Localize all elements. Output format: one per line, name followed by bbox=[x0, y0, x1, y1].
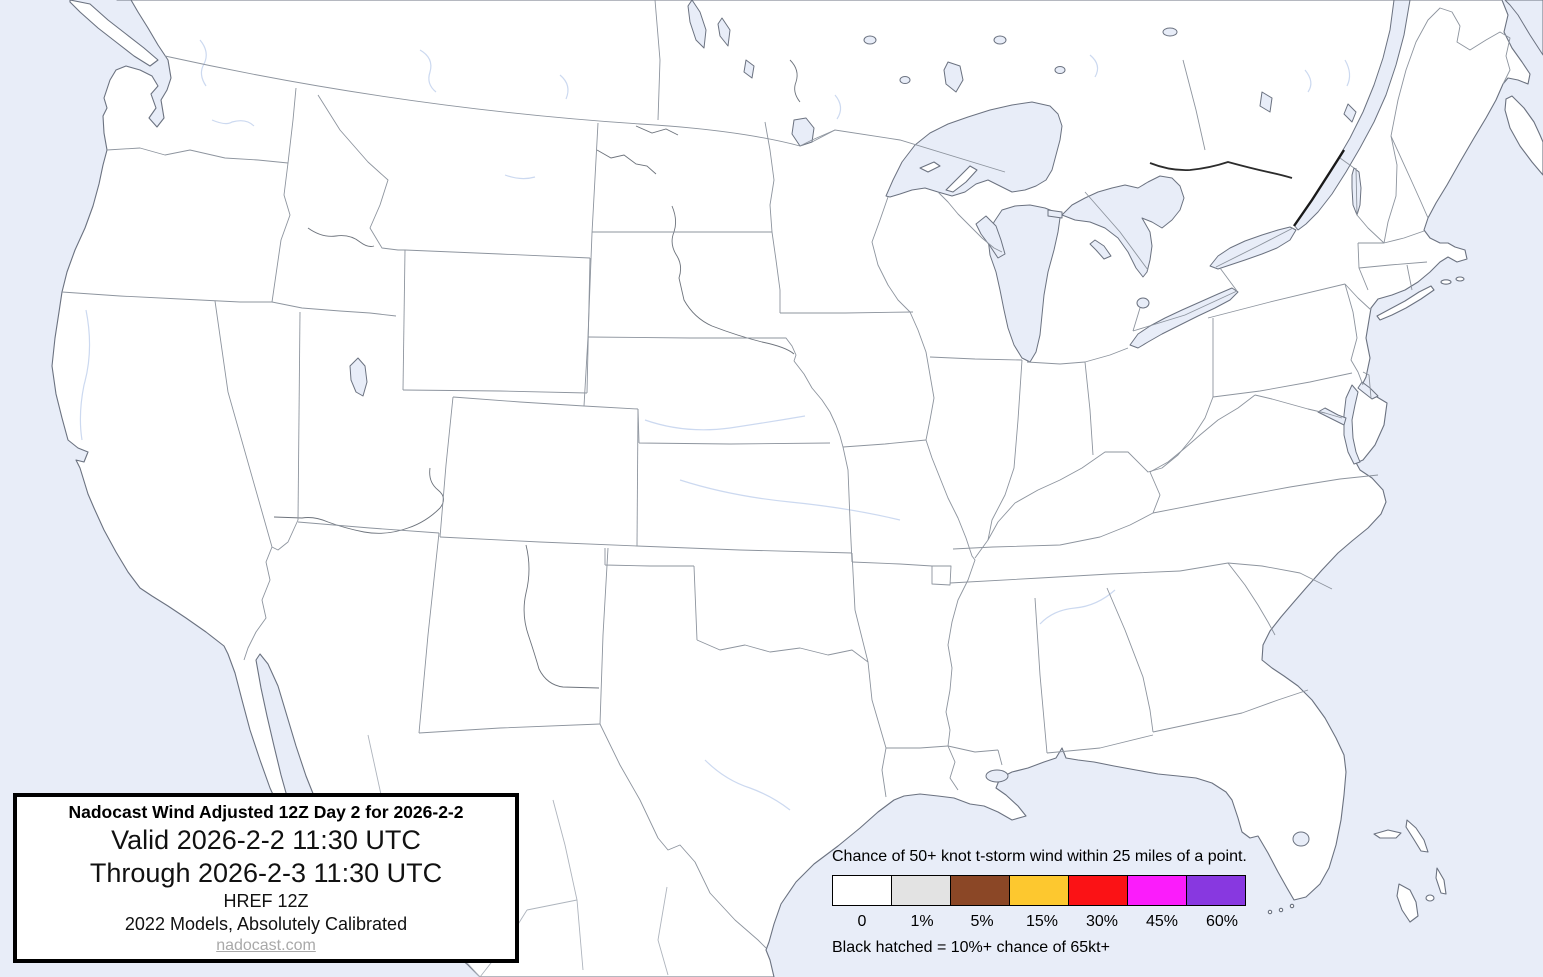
isle-royale bbox=[919, 161, 941, 173]
chesapeake-bay bbox=[1343, 384, 1361, 465]
legend-label-45%: 45% bbox=[1145, 913, 1179, 930]
rio-grande-border bbox=[599, 723, 767, 949]
legend-swatch-1% bbox=[891, 875, 951, 906]
nadocast-link[interactable]: nadocast.com bbox=[216, 936, 316, 954]
legend-label-0: 0 bbox=[857, 913, 867, 930]
bahamas bbox=[1267, 276, 1465, 923]
forecast-title-box: Nadocast Wind Adjusted 12Z Day 2 for 202… bbox=[13, 793, 519, 963]
keweenaw-peninsula bbox=[945, 165, 978, 193]
legend-label-row: 0 1% 5% 15% 30% 45% 60% bbox=[832, 913, 1252, 931]
state-borders bbox=[61, 0, 1511, 798]
legend-label-15%: 15% bbox=[1025, 913, 1059, 930]
forecast-title: Nadocast Wind Adjusted 12Z Day 2 for 202… bbox=[68, 801, 464, 822]
straits-of-mackinac bbox=[1047, 209, 1063, 219]
legend-swatch-5% bbox=[950, 875, 1010, 906]
ottawa-river-border bbox=[1149, 161, 1293, 179]
green-bay bbox=[975, 215, 1006, 259]
legend-swatch-45% bbox=[1127, 875, 1187, 906]
legend-swatch-0 bbox=[832, 875, 892, 906]
legend-label-5%: 5% bbox=[970, 913, 994, 930]
legend-swatch-30% bbox=[1068, 875, 1128, 906]
st-lawrence-border bbox=[1293, 149, 1346, 227]
legend-label-60%: 60% bbox=[1205, 913, 1239, 930]
model-description: 2022 Models, Absolutely Calibrated bbox=[124, 913, 408, 934]
valid-time: Valid 2026-2-2 11:30 UTC bbox=[111, 824, 421, 855]
lake-okeechobee bbox=[1292, 831, 1310, 847]
legend-footnote: Black hatched = 10%+ chance of 65kt+ bbox=[832, 939, 1110, 956]
vancouver-island bbox=[69, 0, 159, 67]
legend-title: Chance of 50+ knot t-storm wind within 2… bbox=[832, 848, 1247, 865]
lake-st-clair bbox=[1136, 297, 1150, 309]
gulf-of-st-lawrence bbox=[1504, 0, 1543, 56]
us-canada-border bbox=[164, 55, 1346, 227]
legend-swatch-row bbox=[832, 875, 1252, 906]
model-run: HREF 12Z bbox=[223, 890, 309, 911]
legend-label-1%: 1% bbox=[910, 913, 934, 930]
probability-legend: Chance of 50+ knot t-storm wind within 2… bbox=[832, 848, 1277, 957]
legend-swatch-15% bbox=[1009, 875, 1069, 906]
saginaw-bay bbox=[1089, 239, 1112, 260]
great-salt-lake bbox=[349, 357, 368, 397]
potomac-river bbox=[1317, 407, 1347, 426]
long-island bbox=[1376, 285, 1435, 321]
through-time: Through 2026-2-3 11:30 UTC bbox=[89, 857, 443, 888]
legend-label-30%: 30% bbox=[1085, 913, 1119, 930]
legend-swatch-60% bbox=[1186, 875, 1246, 906]
nova-scotia bbox=[1504, 95, 1543, 176]
lake-pontchartrain bbox=[985, 769, 1009, 783]
rivers-light bbox=[79, 39, 1351, 811]
border-through-lakes bbox=[811, 129, 1294, 332]
canada-lakes bbox=[687, 0, 1357, 147]
